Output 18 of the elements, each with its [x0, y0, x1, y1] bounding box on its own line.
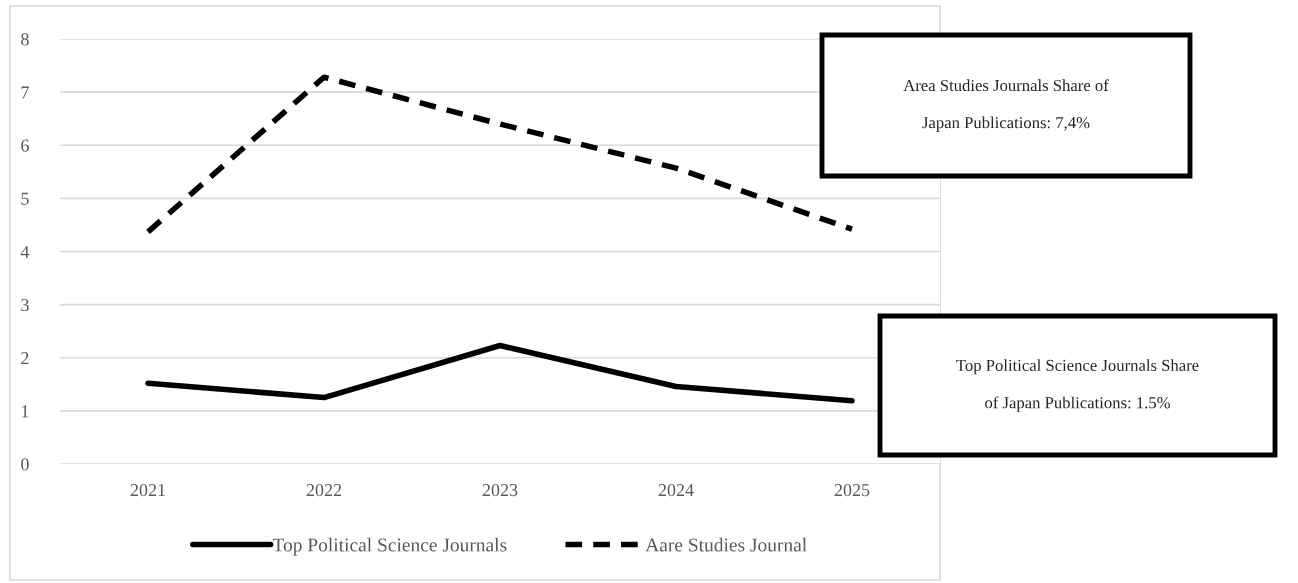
- y-tick-label: 2: [21, 352, 29, 365]
- y-tick-label: 3: [21, 298, 29, 312]
- text: Area Studies Journals Share of Japan Publications: 7,4%: [903, 79, 1109, 132]
- y-tick-label: 0: [21, 458, 29, 471]
- y-tick-label: 5: [21, 192, 29, 205]
- legend-label: Top Political Science Journals: [272, 537, 507, 556]
- text: Top Political Science Journals Share of Japan Publications: 1.5%: [956, 359, 1199, 412]
- y-tick-label: 6: [21, 139, 29, 152]
- y-tick-label: 4: [20, 245, 30, 258]
- legend-label: Aare Studies Journal: [645, 537, 807, 552]
- x-tick-label: 2023: [482, 483, 518, 497]
- y-tick-label: 8: [21, 33, 29, 46]
- x-tick-label: 2024: [658, 483, 694, 497]
- x-tick-label: 2022: [306, 483, 342, 497]
- x-tick-label: 2025: [834, 483, 870, 497]
- y-tick-label: 7: [21, 86, 29, 99]
- y-tick-label: 1: [22, 405, 29, 418]
- x-tick-label: 2021: [130, 483, 165, 497]
